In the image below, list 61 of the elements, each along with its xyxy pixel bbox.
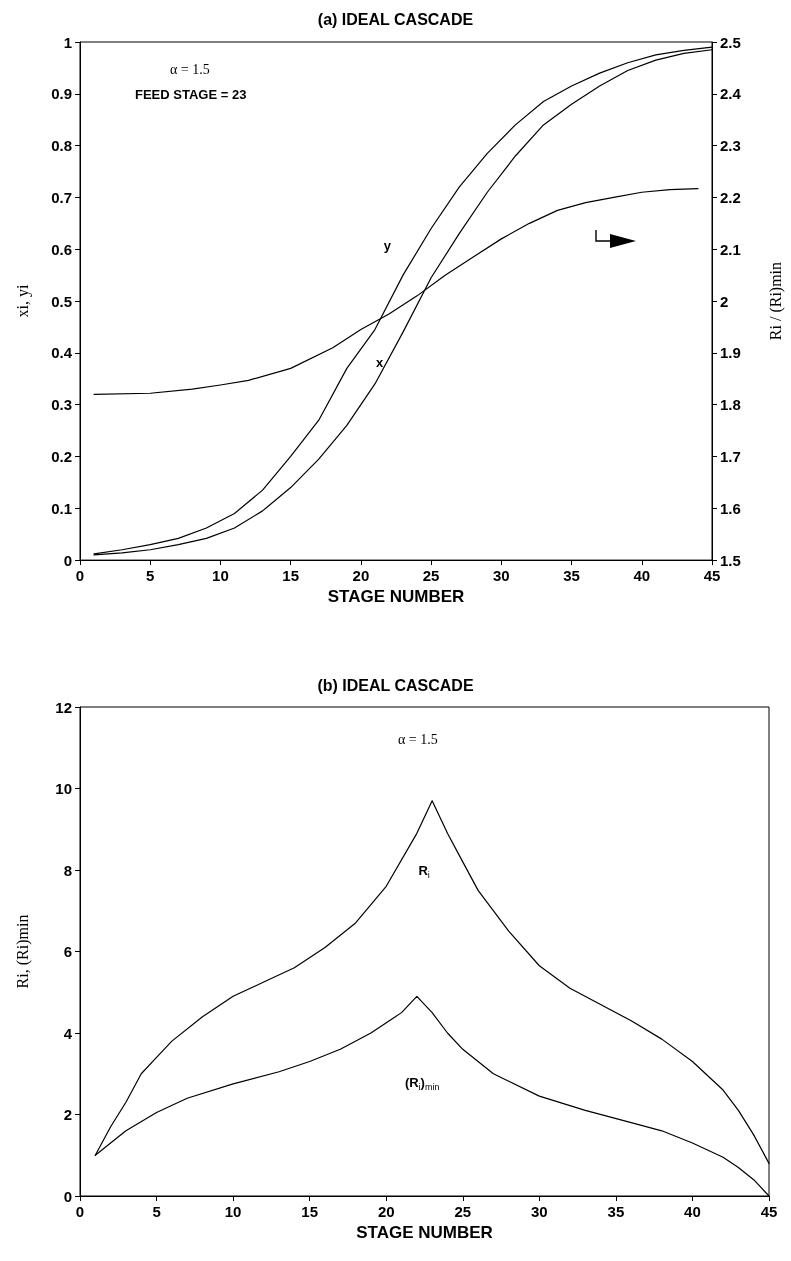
x-tick-label: 10 [224,1203,242,1220]
y-tick-label: 2 [63,1106,72,1123]
y2-tick-label: 2.2 [720,188,741,206]
y-tick-label: 0.8 [51,137,72,155]
y2-tick-label: 1.9 [720,344,741,362]
x-tick-label: 5 [152,1203,161,1220]
x-tick-label: 20 [352,567,370,585]
y-tick-label: 0.7 [51,188,72,206]
series-label: y [383,237,392,253]
y-tick-label: 0.2 [51,447,72,465]
x-tick-label: 35 [563,567,580,585]
series-label: x [376,354,385,370]
y-tick-label: 10 [55,780,72,797]
y-tick-label: 8 [63,861,72,879]
x-axis-title: STAGE NUMBER [356,1222,493,1242]
y2-axis-title: Ri / (Ri)min [766,261,785,341]
x-tick-label: 45 [760,1203,778,1220]
x-tick-label: 0 [75,567,85,585]
x-tick-label: 15 [301,1203,319,1220]
y2-tick-label: 2.4 [720,85,742,103]
y-tick-label: 0.1 [51,499,72,517]
x-tick-label: 15 [282,567,300,585]
x-tick-label: 30 [530,1203,548,1220]
y-tick-label: 0.5 [51,292,72,310]
annotation: FEED STAGE = 23 [135,87,247,102]
x-tick-label: 40 [633,567,651,585]
x-tick-label: 5 [146,567,155,585]
chart-title: (b) IDEAL CASCADE [317,676,474,694]
y2-tick-label: 1.8 [720,396,741,414]
x-tick-label: 30 [492,567,510,585]
x-tick-label: 10 [212,567,229,585]
x-axis-title: STAGE NUMBER [327,587,465,606]
x-tick-label: 40 [684,1203,701,1220]
y-tick-label: 4 [63,1024,73,1042]
y-tick-label: 0 [63,1187,72,1205]
y2-tick-label: 2.3 [720,137,741,155]
annotation: α = 1.5 [398,731,438,747]
y-tick-label: 0 [63,551,72,569]
x-tick-label: 35 [607,1203,625,1220]
y-tick-label: 12 [55,698,72,716]
y-tick-label: 0.9 [51,85,72,103]
y2-tick-label: 1.5 [720,551,741,569]
y-tick-label: 6 [63,943,72,960]
y2-tick-label: 2 [720,292,729,310]
chart-title: (a) IDEAL CASCADE [317,10,474,28]
x-tick-label: 20 [377,1203,395,1220]
y-axis-title: xi, yi [13,284,32,318]
y2-tick-label: 1.7 [720,447,741,465]
y2-tick-label: 1.6 [720,499,741,517]
y-tick-label: 0.3 [51,396,72,414]
x-tick-label: 25 [454,1203,472,1220]
annotation: α = 1.5 [170,61,210,77]
y-axis-title: Ri, (Ri)min [13,914,32,989]
y-tick-label: 0.6 [51,240,72,258]
y2-tick-label: 2.5 [720,33,741,51]
y-tick-label: 1 [63,33,72,51]
y2-tick-label: 2.1 [720,240,741,258]
x-tick-label: 45 [703,567,721,585]
x-tick-label: 25 [422,567,440,585]
x-tick-label: 0 [75,1203,85,1220]
y-tick-label: 0.4 [51,344,73,362]
